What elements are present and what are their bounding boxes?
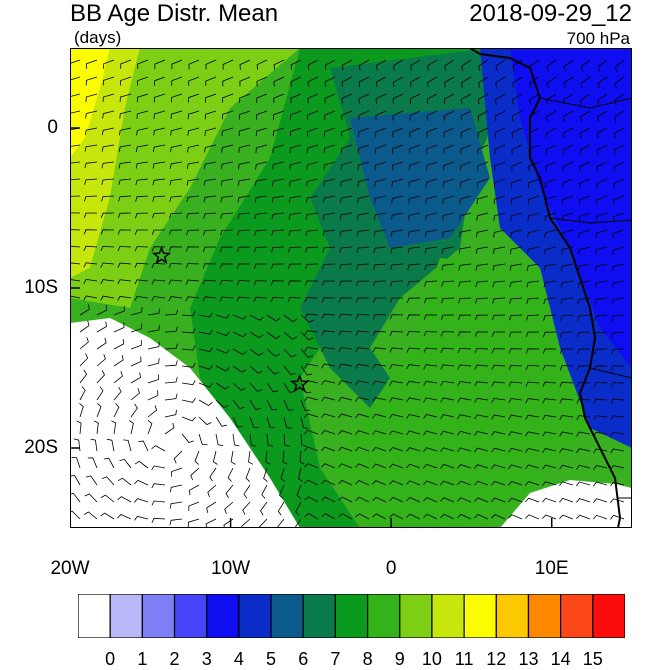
colorbar-swatch — [495, 594, 530, 638]
colorbar-label: 1 — [137, 649, 148, 669]
colorbar-label: 9 — [394, 649, 405, 669]
star-marker-2 — [290, 373, 310, 393]
colorbar-swatch — [592, 594, 625, 638]
colorbar-label: 2 — [169, 649, 180, 669]
colorbar-label: 5 — [266, 649, 277, 669]
colorbar — [78, 594, 625, 638]
colorbar-swatch — [141, 594, 176, 638]
colorbar-swatch — [463, 594, 497, 638]
colorbar-label: 8 — [362, 649, 373, 669]
y-tick-label: 20S — [24, 437, 58, 458]
star-marker-1 — [151, 245, 172, 265]
colorbar-swatch — [527, 594, 562, 638]
age-field-oldest — [70, 48, 110, 158]
colorbar-swatch — [238, 594, 272, 638]
colorbar-label: 10 — [421, 649, 442, 669]
country-border — [539, 97, 632, 499]
x-tick-label: 10W — [211, 558, 251, 579]
plot-datetime: 2018-09-29_12 — [469, 0, 632, 27]
age-field-south — [330, 258, 590, 528]
plot-units: (days) — [74, 28, 122, 47]
colorbar-swatch — [173, 594, 208, 638]
colorbar-label: 0 — [105, 649, 116, 669]
y-tick-label: 10S — [24, 277, 58, 298]
age-field-empty-sw — [70, 318, 300, 528]
x-tick-label: 20W — [50, 558, 90, 579]
colorbar-label: 14 — [550, 649, 571, 669]
colorbar-swatch — [560, 594, 594, 638]
colorbar-swatch — [399, 594, 433, 638]
colorbar-label: 6 — [298, 649, 309, 669]
y-tick-label: 0 — [47, 117, 58, 138]
colorbar-label: 3 — [201, 649, 212, 669]
plot-title: BB Age Distr. Mean — [70, 0, 279, 27]
colorbar-swatch — [366, 594, 401, 638]
colorbar-label: 7 — [330, 649, 341, 669]
colorbar-swatch — [78, 594, 111, 638]
colorbar-swatch — [109, 594, 143, 638]
colorbar-label: 15 — [582, 649, 603, 669]
markers — [151, 245, 310, 393]
colorbar-swatch — [206, 594, 240, 638]
wind-barbs — [70, 59, 625, 528]
colorbar-swatch — [302, 594, 337, 638]
age-field-youngest — [510, 48, 632, 368]
colorbar-label: 13 — [518, 649, 539, 669]
map-panel — [70, 48, 632, 528]
pressure-level: 700 hPa — [566, 29, 630, 48]
x-tick-label: 0 — [385, 558, 397, 579]
colorbar-swatch — [431, 594, 465, 638]
colorbar-label: 4 — [233, 649, 244, 669]
colorbar-label: 11 — [454, 649, 474, 669]
colorbar-swatch — [270, 594, 304, 638]
colorbar-swatch — [334, 594, 369, 638]
age-field-band — [70, 48, 300, 308]
x-tick-label: 10E — [534, 558, 569, 579]
africa-coastline — [469, 48, 622, 528]
colorbar-label: 12 — [486, 649, 507, 669]
